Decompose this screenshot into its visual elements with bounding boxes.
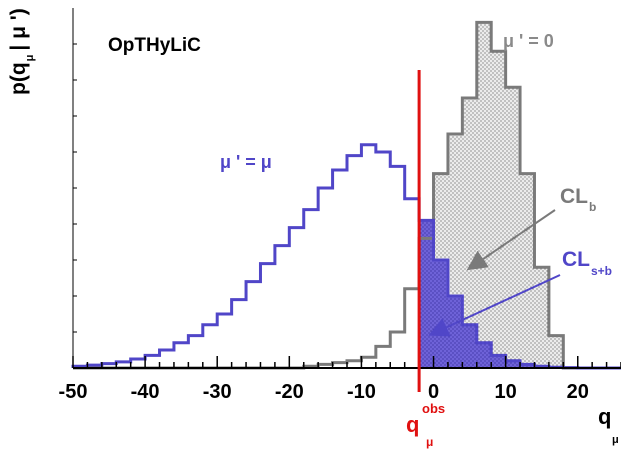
- q-obs-sup: obs: [422, 401, 445, 416]
- cl-b-fill: [419, 22, 621, 369]
- cl-sb-fill: [419, 220, 621, 368]
- cl-b-label: CLb: [560, 185, 596, 214]
- x-tick-label: 10: [495, 381, 517, 403]
- q-obs-label: q: [406, 412, 419, 437]
- x-tick-label: -50: [59, 381, 88, 403]
- x-tick-label: -40: [131, 381, 160, 403]
- q-obs-sub: μ: [426, 435, 433, 449]
- x-tick-label: 0: [428, 381, 439, 403]
- x-tick-label: -20: [275, 381, 304, 403]
- y-axis-title: p(qμ| μ '): [7, 8, 36, 95]
- svg-text:p(qμ| μ '): p(qμ| μ '): [7, 8, 36, 95]
- series-mu-mu: [71, 143, 621, 370]
- x-tick-label: -30: [203, 381, 232, 403]
- clb-arrow: [466, 209, 556, 271]
- x-axis-title: q: [598, 404, 611, 429]
- clsb-arrow: [428, 274, 561, 337]
- x-tick-label: 20: [567, 381, 589, 403]
- cl-sb-label: CLs+b: [562, 248, 612, 278]
- axes: -50 -40 -30 -20 -10 0 10 20: [59, 8, 621, 403]
- mu-mu-label: μ ' = μ: [220, 152, 272, 172]
- mu-zero-label: μ ' = 0: [503, 31, 554, 51]
- tail-fills: [419, 22, 621, 369]
- x-tick-label: -10: [347, 381, 376, 403]
- chart-title: OpTHyLiC: [108, 35, 201, 56]
- x-axis-title-sub: μ: [612, 434, 619, 446]
